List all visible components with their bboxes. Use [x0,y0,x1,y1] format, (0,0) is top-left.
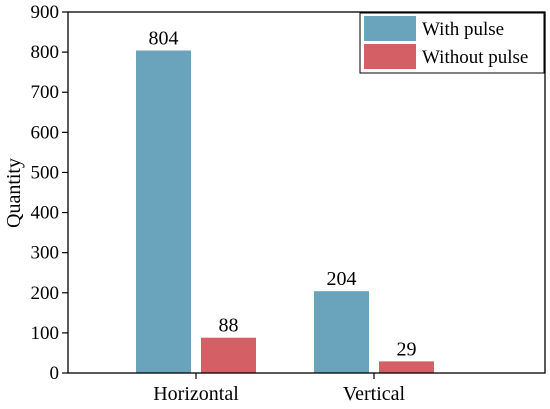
y-tick-label: 800 [31,42,60,63]
y-tick-label: 600 [31,122,60,143]
data-label: 29 [397,338,417,360]
data-label: 804 [149,28,179,50]
y-axis-title: Quantity [3,158,25,228]
x-tick-label-vertical: Vertical [343,383,406,405]
legend-swatch [364,16,416,41]
legend: With pulse Without pulse [359,12,545,74]
bar-vertical-with-pulse [314,291,369,373]
bar-horizontal-without-pulse [201,337,256,373]
y-tick-label: 700 [31,82,60,103]
y-tick-label: 900 [31,2,60,23]
data-label: 204 [327,268,357,290]
y-tick-label: 0 [50,363,60,384]
y-tick-label: 500 [31,162,60,183]
y-tick-label: 100 [31,323,60,344]
plot-frame [67,11,546,374]
y-tick-label: 400 [31,203,60,224]
x-tick-label-horizontal: Horizontal [153,383,239,405]
legend-entry: With pulse [422,19,504,40]
bar-horizontal-with-pulse [136,50,191,374]
chart-axes: 0 100 200 300 400 500 600 700 800 900 Horizontal Ve… [31,2,546,405]
y-tick-label: 200 [31,283,60,304]
y-tick-label: 300 [31,243,60,264]
data-label: 88 [219,315,239,337]
legend-swatch [364,44,416,69]
bar-vertical-without-pulse [379,361,434,373]
chart-marks: 804 88 204 29 [136,28,434,374]
legend-entry: Without pulse [422,47,528,68]
